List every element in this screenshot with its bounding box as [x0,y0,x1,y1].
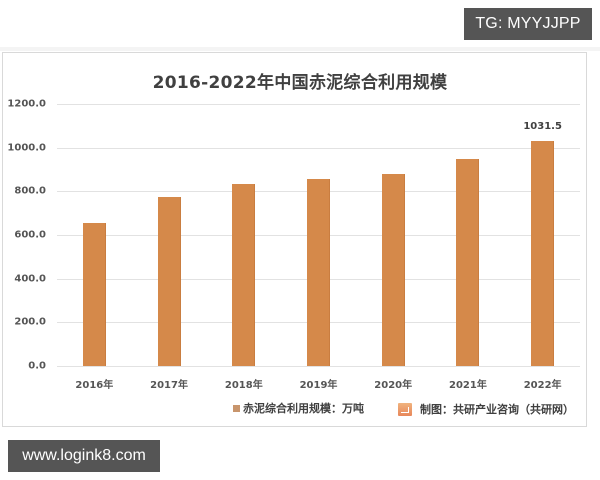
y-tick-label: 800.0 [14,185,46,197]
separator-band [0,47,600,51]
data-label: 1031.5 [523,120,562,132]
x-tick-label: 2019年 [299,380,338,391]
gridline [57,366,580,367]
bar-2022年 [531,140,555,366]
source-logo-icon [398,402,412,416]
source-credit: 制图：共研产业咨询（共研网） [398,401,574,417]
watermark-top-right: TG: MYYJJPP [464,8,592,40]
bar-2019年 [307,179,330,366]
source-text: 制图：共研产业咨询（共研网） [420,403,574,416]
bar-2016年 [82,222,106,366]
chart-title: 2016-2022年中国赤泥综合利用规模 [152,73,448,93]
x-tick-label: 2017年 [150,380,188,391]
y-tick-label: 200.0 [14,316,46,328]
x-tick-label: 2018年 [224,380,263,391]
y-tick-label: 0.0 [28,360,46,372]
bar-2018年 [232,183,256,366]
watermark-bottom-left: www.logink8.com [8,440,160,472]
y-tick-label: 600.0 [14,229,46,241]
x-tick-label: 2020年 [374,380,413,391]
bar-2017年 [157,197,181,366]
bar-2020年 [381,174,405,366]
gridline [57,104,580,105]
x-tick-label: 2022年 [523,380,562,391]
gridline [57,148,580,149]
y-tick-label: 1200.0 [7,98,46,110]
legend-label: 赤泥综合利用规模：万吨 [243,402,364,415]
bar-2021年 [456,159,480,366]
x-tick-label: 2016年 [75,380,114,391]
legend: 赤泥综合利用规模：万吨 [233,400,364,416]
legend-swatch [233,404,240,412]
y-tick-label: 400.0 [14,273,46,285]
y-tick-label: 1000.0 [7,142,46,154]
x-tick-label: 2021年 [449,380,487,391]
